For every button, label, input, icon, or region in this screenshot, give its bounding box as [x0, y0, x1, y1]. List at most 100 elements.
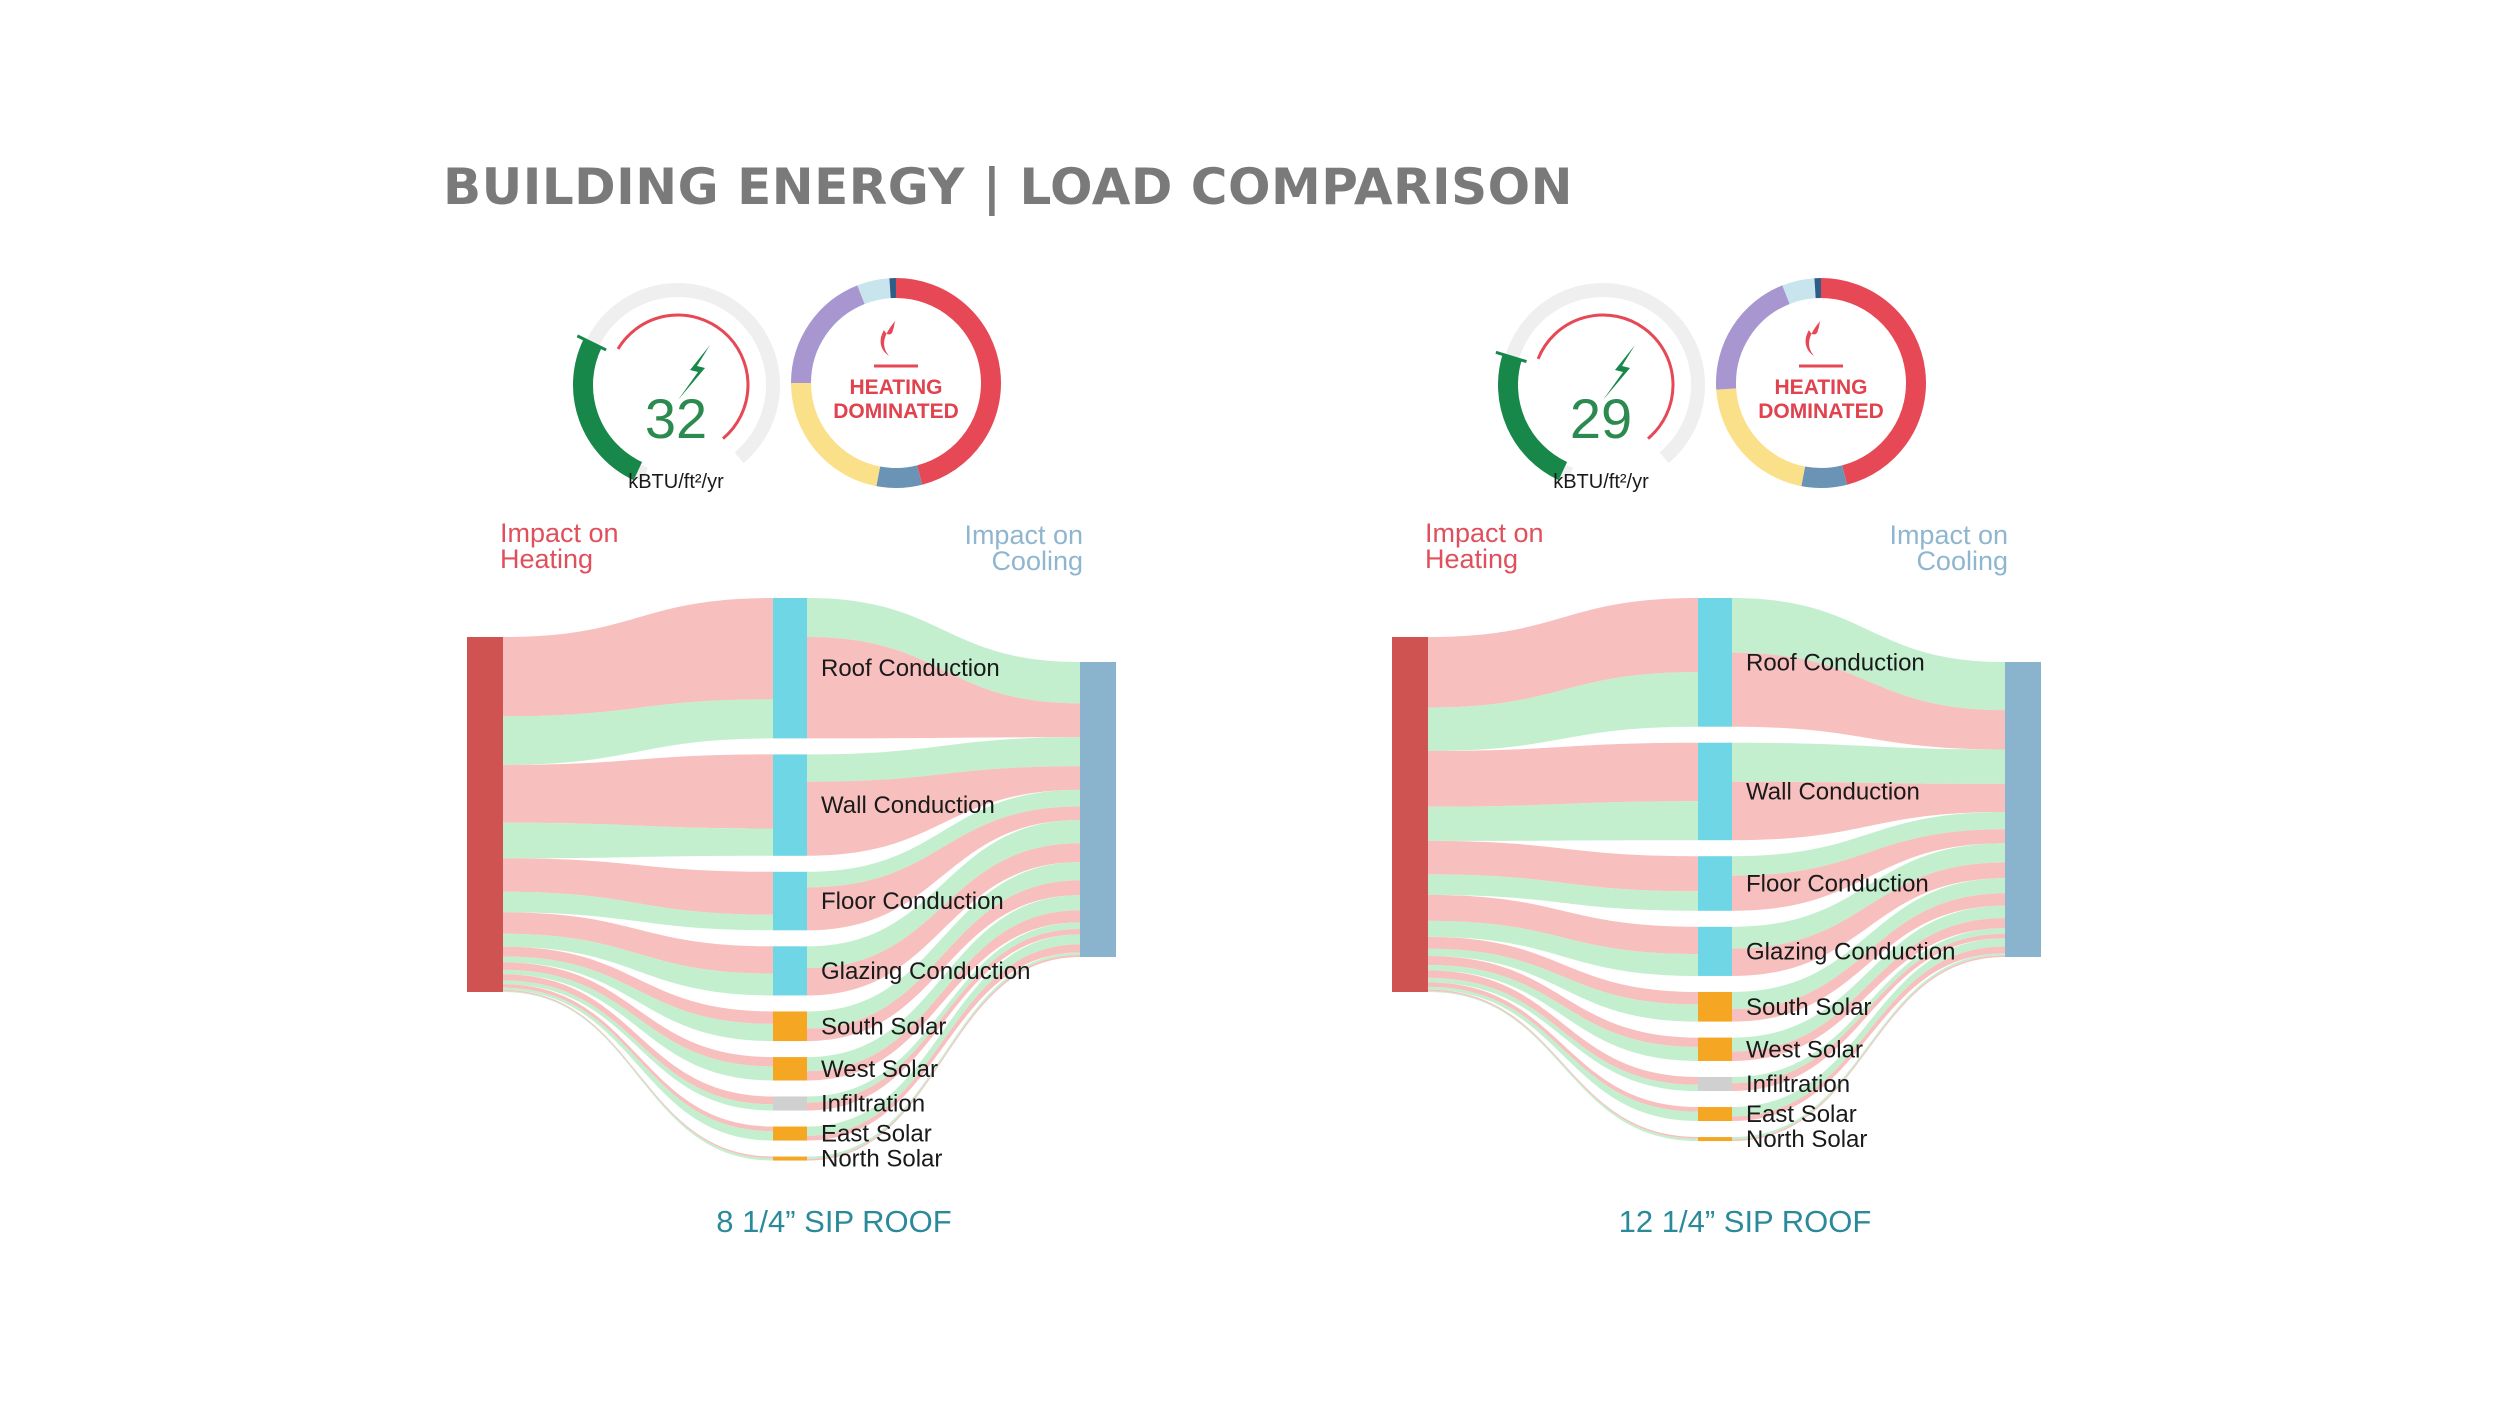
cooling-flow-0: [1732, 598, 2005, 711]
heating-flow-7: [1428, 986, 1698, 1122]
eui-value: 29: [1570, 387, 1632, 450]
cooling-flow-8: [807, 952, 1080, 1159]
impact-on-heating-label: Impact on: [500, 518, 619, 548]
node-north-solar: [1698, 1137, 1732, 1142]
node-roof-conduction: [1698, 598, 1732, 727]
heating-flow-8: [1428, 991, 1698, 1142]
node-label: Glazing Conduction: [821, 958, 1030, 985]
cooling-flow-5: [1732, 905, 2005, 1052]
heating-flow-6: [1428, 970, 1698, 1085]
node-label: Floor Conduction: [1746, 871, 1929, 898]
cooling-flow-5: [807, 910, 1080, 1081]
load-ring-segment-steel: [876, 465, 923, 488]
eui-unit: kBTU/ft²/yr: [1553, 471, 1649, 493]
cooling-flow-7: [1732, 946, 2005, 1122]
heating-flow-2: [1428, 874, 1698, 911]
heating-total-bar: [1392, 637, 1428, 992]
heating-flow-8: [503, 991, 773, 1161]
heating-flow-5: [503, 969, 773, 1081]
heating-flow-3: [1428, 894, 1698, 955]
heating-flow-4: [503, 956, 773, 1042]
comparison-panel-12in: 29 kBTU/ft²/yr HEATING DOMINATED Impact on He…: [925, 0, 2175, 1406]
heating-flow-6: [503, 974, 773, 1105]
node-label: East Solar: [821, 1121, 932, 1148]
eui-value: 32: [645, 387, 707, 450]
cooling-flow-8: [1732, 953, 2005, 1140]
node-floor-conduction: [773, 871, 807, 931]
heating-dominated-badge: HEATING: [850, 376, 943, 399]
node-label: Roof Conduction: [1746, 649, 1925, 676]
gauge-value-arc: [573, 338, 643, 481]
node-roof-conduction: [773, 598, 807, 739]
comparison-panel-8in: 32 kBTU/ft²/yr HEATING DOMINATED Impact on He…: [467, 278, 1116, 1239]
node-south-solar: [773, 1011, 807, 1042]
cooling-flow-4: [807, 880, 1080, 1042]
node-infiltration: [1698, 1076, 1732, 1092]
node-label: Infiltration: [1746, 1071, 1850, 1098]
load-ring-segment-light: [1782, 278, 1817, 305]
node-west-solar: [773, 1057, 807, 1081]
cooling-flow-4: [1732, 893, 2005, 1022]
node-label: Wall Conduction: [821, 792, 995, 819]
heating-flow-2: [1428, 840, 1698, 892]
node-label: South Solar: [821, 1013, 946, 1040]
node-label: West Solar: [821, 1056, 938, 1083]
heating-flow-4: [1428, 936, 1698, 1005]
cooling-flow-2: [1732, 829, 2005, 911]
cooling-flow-7: [807, 944, 1080, 1141]
impact-on-cooling-label: Impact on: [1889, 520, 2008, 550]
heating-flow-2: [503, 891, 773, 931]
cooling-flow-3: [1732, 862, 2005, 976]
load-ring-segment-heating: [895, 278, 1001, 485]
impact-on-heating-label: Heating: [1425, 544, 1518, 574]
heating-flow-6: [503, 980, 773, 1111]
cooling-flow-6: [807, 929, 1080, 1111]
cooling-total-bar: [2005, 662, 2041, 957]
gauge-needle: [1495, 350, 1527, 364]
node-label: North Solar: [821, 1146, 942, 1173]
heating-total-bar: [467, 637, 503, 992]
node-label: West Solar: [1746, 1036, 1863, 1063]
flame-icon: [1805, 320, 1821, 356]
cooling-flow-3: [1732, 843, 2005, 949]
node-label: Glazing Conduction: [1746, 938, 1955, 965]
cooling-flow-0: [1732, 652, 2005, 750]
heating-flow-7: [503, 984, 773, 1132]
node-glazing-conduction: [773, 946, 807, 996]
node-wall-conduction: [773, 754, 807, 856]
heating-dominated-badge: DOMINATED: [1758, 400, 1884, 423]
cooling-total-bar: [1080, 662, 1116, 957]
heating-flow-8: [1428, 989, 1698, 1139]
heating-flow-3: [503, 933, 773, 996]
heating-flow-7: [503, 987, 773, 1141]
node-east-solar: [773, 1126, 807, 1141]
node-infiltration: [773, 1096, 807, 1111]
node-label: Wall Conduction: [1746, 778, 1920, 805]
gauge-value-arc: [1498, 354, 1568, 481]
impact-on-heating-label: Heating: [500, 544, 593, 574]
impact-on-heating-label: Impact on: [1425, 518, 1544, 548]
cooling-flow-1: [807, 737, 1080, 782]
cooling-flow-3: [807, 843, 1080, 996]
cooling-flow-0: [807, 637, 1080, 739]
node-label: Floor Conduction: [821, 888, 1004, 915]
cooling-flow-2: [807, 806, 1080, 931]
heating-flow-0: [503, 699, 773, 765]
flame-icon: [880, 320, 896, 356]
cooling-flow-8: [807, 954, 1080, 1161]
node-west-solar: [1698, 1037, 1732, 1061]
heating-flow-8: [503, 990, 773, 1159]
cooling-flow-3: [807, 820, 1080, 969]
node-north-solar: [773, 1156, 807, 1161]
heating-flow-1: [1428, 801, 1698, 841]
heating-flow-7: [1428, 982, 1698, 1112]
impact-on-cooling-label: Cooling: [991, 546, 1083, 576]
page-title: BUILDING ENERGY | LOAD COMPARISON: [443, 158, 1573, 216]
node-label: South Solar: [1746, 994, 1871, 1021]
heating-flow-1: [503, 822, 773, 859]
cooling-flow-1: [1732, 742, 2005, 784]
cooling-flow-0: [807, 598, 1080, 704]
heating-flow-0: [503, 598, 773, 717]
node-label: Infiltration: [821, 1091, 925, 1118]
